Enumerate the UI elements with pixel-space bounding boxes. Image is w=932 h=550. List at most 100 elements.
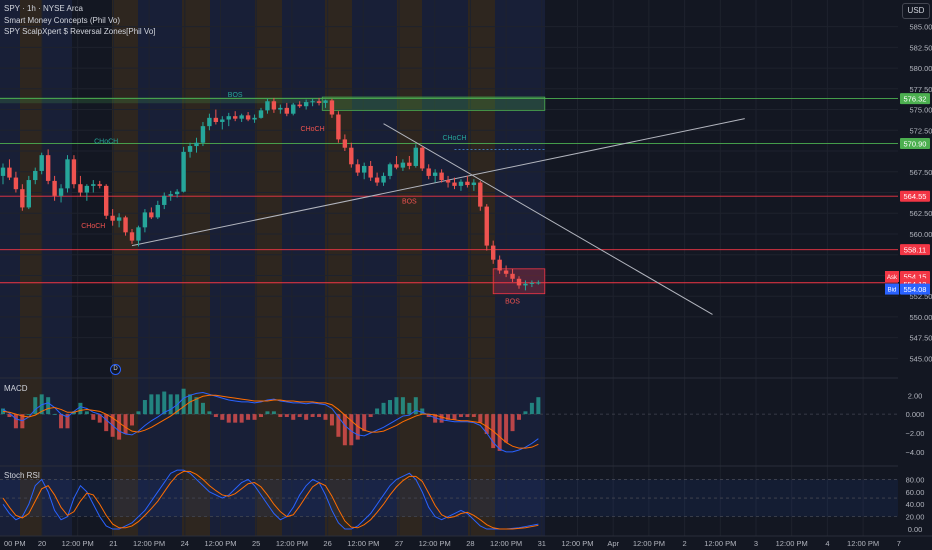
macd-histogram-bar bbox=[162, 391, 167, 415]
time-tick-label: 12:00 PM bbox=[561, 539, 593, 548]
macd-histogram-bar bbox=[265, 411, 270, 415]
indicator-reversal-zones-label[interactable]: SPY ScalpXpert $ Reversal Zones[Phil Vo] bbox=[4, 27, 156, 36]
time-tick-label: 12:00 PM bbox=[633, 539, 665, 548]
candle-up bbox=[194, 142, 199, 147]
macd-histogram-bar bbox=[207, 411, 212, 415]
time-tick-label: 21 bbox=[109, 539, 117, 548]
price-tick-label: 567.50 bbox=[910, 168, 932, 177]
macd-histogram-bar bbox=[65, 414, 70, 429]
price-tick-label: 575.00 bbox=[910, 106, 932, 115]
stoch-tick-label: 80.00 bbox=[906, 475, 925, 484]
macd-histogram-bar bbox=[349, 414, 354, 446]
candle-down bbox=[233, 116, 238, 119]
annotation-label: CHoCH bbox=[81, 223, 105, 230]
macd-histogram-bar bbox=[97, 414, 102, 423]
macd-histogram-bar bbox=[239, 414, 244, 423]
macd-histogram-bar bbox=[78, 402, 83, 415]
candle-down bbox=[78, 184, 83, 193]
currency-button[interactable]: USD bbox=[902, 3, 930, 19]
macd-histogram-bar bbox=[271, 411, 276, 415]
time-tick-label: 12:00 PM bbox=[490, 539, 522, 548]
session-band bbox=[138, 0, 182, 536]
macd-tick-label: 0.000 bbox=[906, 410, 925, 419]
symbol-title[interactable]: SPY · 1h · NYSE Arca bbox=[4, 4, 83, 13]
dividend-event-badge[interactable]: D bbox=[110, 364, 121, 375]
macd-histogram-bar bbox=[452, 414, 457, 420]
stoch-k-line bbox=[2, 469, 539, 530]
price-tick-label: 572.50 bbox=[910, 126, 932, 135]
candle-down bbox=[349, 147, 354, 165]
macd-histogram-bar bbox=[413, 397, 418, 415]
candle-down bbox=[445, 180, 451, 183]
macd-histogram-bar bbox=[497, 414, 502, 451]
macd-histogram-bar bbox=[317, 414, 322, 417]
time-tick-label: 12:00 PM bbox=[133, 539, 165, 548]
candle-down bbox=[52, 180, 57, 196]
macd-histogram-bar bbox=[368, 414, 373, 417]
annotation-label: BOS bbox=[228, 92, 243, 99]
price-tick-label: 562.50 bbox=[910, 209, 932, 218]
session-band bbox=[0, 0, 20, 536]
price-tag-label: 576.32 bbox=[904, 95, 927, 104]
time-tick-label: 12:00 PM bbox=[419, 539, 451, 548]
candle-up bbox=[258, 110, 264, 118]
stoch-tick-label: 20.00 bbox=[906, 513, 925, 522]
price-tick-label: 560.00 bbox=[910, 230, 932, 239]
macd-histogram-bar bbox=[504, 414, 509, 443]
candle-up bbox=[265, 101, 270, 111]
trendline bbox=[131, 118, 745, 247]
macd-histogram-bar bbox=[130, 414, 134, 426]
price-tick-label: 585.00 bbox=[910, 23, 932, 32]
price-tag-label: 570.90 bbox=[904, 140, 927, 149]
candle-down bbox=[503, 270, 509, 274]
macd-histogram-bar bbox=[52, 414, 57, 415]
candle-up bbox=[220, 119, 225, 122]
ask-side-label: Ask bbox=[887, 275, 898, 281]
candle-down bbox=[342, 139, 348, 148]
candle-up bbox=[207, 117, 212, 127]
candle-down bbox=[426, 168, 431, 176]
candle-down bbox=[97, 184, 102, 186]
candle-up bbox=[471, 182, 477, 186]
session-highlights bbox=[0, 0, 545, 536]
time-axis: 20 12:00 PM 21 12:00 PM 24 12:00 PM 25 12:00 PM… bbox=[0, 535, 932, 548]
candle-down bbox=[45, 155, 51, 181]
macd-histogram-bar bbox=[329, 414, 334, 426]
candle-up bbox=[155, 204, 160, 218]
macd-histogram-bar bbox=[104, 414, 109, 432]
candle-down bbox=[452, 182, 457, 186]
macd-histogram-bar bbox=[446, 414, 451, 420]
annotation-label: CHoCH bbox=[442, 135, 466, 142]
time-tick-label: 31 bbox=[538, 539, 546, 548]
macd-histogram-bar bbox=[536, 397, 541, 415]
annotation-label: BOS bbox=[402, 198, 417, 205]
macd-histogram-bar bbox=[310, 414, 315, 417]
candle-up bbox=[65, 159, 70, 189]
candle-down bbox=[149, 212, 154, 218]
candle-up bbox=[0, 167, 6, 176]
candle-up bbox=[387, 164, 393, 176]
price-tick-label: 545.00 bbox=[910, 354, 932, 363]
trendlines bbox=[131, 118, 745, 315]
macd-histogram-bar bbox=[465, 414, 470, 417]
candle-up bbox=[303, 102, 309, 107]
macd-histogram-bar bbox=[13, 414, 18, 429]
candle-up bbox=[168, 194, 173, 196]
candle-down bbox=[245, 115, 251, 120]
macd-histogram-bar bbox=[181, 388, 186, 415]
candle-down bbox=[104, 185, 109, 216]
indicator-smc-label[interactable]: Smart Money Concepts (Phil Vo) bbox=[4, 16, 121, 25]
candle-up bbox=[278, 107, 283, 110]
candle-down bbox=[407, 162, 412, 166]
macd-histogram-bar bbox=[297, 414, 302, 417]
candle-up bbox=[536, 282, 541, 284]
macd-histogram-bar bbox=[342, 414, 347, 446]
session-band bbox=[112, 0, 138, 536]
candle-down bbox=[420, 147, 425, 169]
macd-tick-label: −4.00 bbox=[906, 448, 925, 457]
candle-down bbox=[497, 259, 502, 271]
candle-up bbox=[58, 188, 64, 196]
macd-histogram-bar bbox=[91, 414, 96, 420]
macd-histogram-bar bbox=[168, 394, 173, 415]
